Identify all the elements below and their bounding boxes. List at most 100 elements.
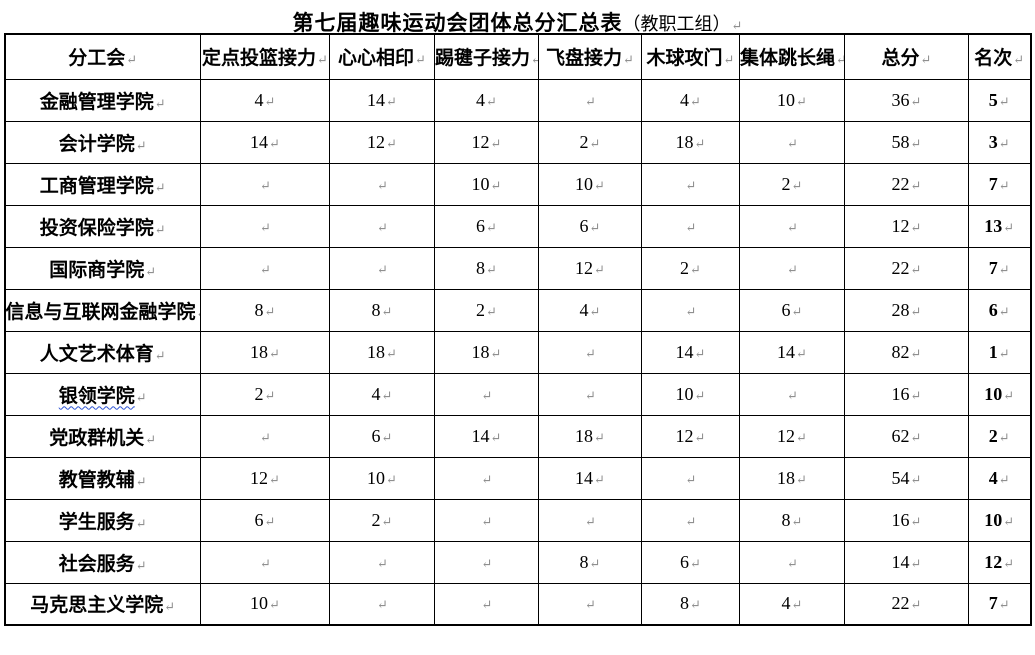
- cell-score-5[interactable]: ↵: [739, 540, 845, 584]
- cell-union-name[interactable]: 银领学院↵: [4, 372, 201, 416]
- cell-total-score[interactable]: 22↵: [844, 582, 969, 626]
- cell-score-3[interactable]: 2↵: [538, 120, 642, 164]
- cell-score-2[interactable]: 2↵: [434, 288, 539, 332]
- cell-score-2[interactable]: 4↵: [434, 78, 539, 122]
- cell-score-5[interactable]: 10↵: [739, 78, 845, 122]
- cell-score-2[interactable]: ↵: [434, 582, 539, 626]
- cell-score-2[interactable]: 8↵: [434, 246, 539, 290]
- column-header-3[interactable]: 踢毽子接力↵: [434, 33, 539, 80]
- cell-score-3[interactable]: ↵: [538, 498, 642, 542]
- cell-rank[interactable]: 2↵: [968, 414, 1031, 458]
- cell-rank[interactable]: 7↵: [968, 246, 1031, 290]
- cell-total-score[interactable]: 14↵: [844, 540, 969, 584]
- cell-score-1[interactable]: ↵: [329, 162, 435, 206]
- cell-score-4[interactable]: ↵: [641, 288, 740, 332]
- cell-rank[interactable]: 4↵: [968, 456, 1031, 500]
- cell-total-score[interactable]: 58↵: [844, 120, 969, 164]
- cell-union-name[interactable]: 国际商学院↵: [4, 246, 201, 290]
- cell-score-3[interactable]: ↵: [538, 330, 642, 374]
- column-header-5[interactable]: 木球攻门↵: [641, 33, 740, 80]
- cell-score-4[interactable]: ↵: [641, 456, 740, 500]
- cell-score-5[interactable]: 2↵: [739, 162, 845, 206]
- cell-score-5[interactable]: ↵: [739, 372, 845, 416]
- cell-score-2[interactable]: ↵: [434, 456, 539, 500]
- cell-score-2[interactable]: 6↵: [434, 204, 539, 248]
- cell-rank[interactable]: 10↵: [968, 498, 1031, 542]
- cell-score-2[interactable]: 12↵: [434, 120, 539, 164]
- cell-score-1[interactable]: ↵: [329, 540, 435, 584]
- column-header-8[interactable]: 名次↵: [968, 33, 1031, 80]
- cell-total-score[interactable]: 22↵: [844, 162, 969, 206]
- cell-score-0[interactable]: 12↵: [200, 456, 330, 500]
- cell-score-0[interactable]: ↵: [200, 246, 330, 290]
- cell-score-3[interactable]: 8↵: [538, 540, 642, 584]
- cell-score-3[interactable]: ↵: [538, 582, 642, 626]
- cell-union-name[interactable]: 党政群机关↵: [4, 414, 201, 458]
- cell-total-score[interactable]: 16↵: [844, 372, 969, 416]
- document-title[interactable]: 第七届趣味运动会团体总分汇总表（教职工组）↵: [0, 0, 1035, 35]
- cell-score-4[interactable]: 14↵: [641, 330, 740, 374]
- cell-score-5[interactable]: 14↵: [739, 330, 845, 374]
- cell-score-4[interactable]: 10↵: [641, 372, 740, 416]
- column-header-7[interactable]: 总分↵: [844, 33, 969, 80]
- cell-score-4[interactable]: 18↵: [641, 120, 740, 164]
- column-header-0[interactable]: 分工会↵: [4, 33, 201, 80]
- cell-score-0[interactable]: 6↵: [200, 498, 330, 542]
- cell-score-0[interactable]: 4↵: [200, 78, 330, 122]
- cell-score-0[interactable]: 18↵: [200, 330, 330, 374]
- cell-total-score[interactable]: 16↵: [844, 498, 969, 542]
- cell-score-2[interactable]: 14↵: [434, 414, 539, 458]
- cell-score-2[interactable]: ↵: [434, 372, 539, 416]
- cell-score-5[interactable]: 12↵: [739, 414, 845, 458]
- cell-score-3[interactable]: 4↵: [538, 288, 642, 332]
- cell-union-name[interactable]: 学生服务↵: [4, 498, 201, 542]
- cell-score-4[interactable]: ↵: [641, 498, 740, 542]
- cell-score-1[interactable]: 8↵: [329, 288, 435, 332]
- cell-score-5[interactable]: 6↵: [739, 288, 845, 332]
- cell-score-1[interactable]: 6↵: [329, 414, 435, 458]
- cell-score-3[interactable]: 18↵: [538, 414, 642, 458]
- cell-score-1[interactable]: ↵: [329, 582, 435, 626]
- cell-score-3[interactable]: 10↵: [538, 162, 642, 206]
- cell-score-5[interactable]: ↵: [739, 204, 845, 248]
- cell-score-5[interactable]: ↵: [739, 120, 845, 164]
- cell-score-0[interactable]: ↵: [200, 204, 330, 248]
- cell-score-0[interactable]: 14↵: [200, 120, 330, 164]
- cell-total-score[interactable]: 12↵: [844, 204, 969, 248]
- cell-score-2[interactable]: 10↵: [434, 162, 539, 206]
- cell-total-score[interactable]: 54↵: [844, 456, 969, 500]
- cell-score-5[interactable]: 4↵: [739, 582, 845, 626]
- cell-score-5[interactable]: ↵: [739, 246, 845, 290]
- cell-score-1[interactable]: 12↵: [329, 120, 435, 164]
- cell-union-name[interactable]: 马克思主义学院↵: [4, 582, 201, 626]
- cell-score-3[interactable]: ↵: [538, 78, 642, 122]
- cell-union-name[interactable]: 人文艺术体育↵: [4, 330, 201, 374]
- cell-score-4[interactable]: 8↵: [641, 582, 740, 626]
- cell-rank[interactable]: 7↵: [968, 162, 1031, 206]
- cell-score-0[interactable]: 10↵: [200, 582, 330, 626]
- cell-rank[interactable]: 3↵: [968, 120, 1031, 164]
- column-header-1[interactable]: 定点投篮接力↵: [200, 33, 330, 80]
- cell-rank[interactable]: 7↵: [968, 582, 1031, 626]
- cell-score-2[interactable]: ↵: [434, 498, 539, 542]
- cell-score-0[interactable]: ↵: [200, 414, 330, 458]
- cell-union-name[interactable]: 会计学院↵: [4, 120, 201, 164]
- cell-union-name[interactable]: 社会服务↵: [4, 540, 201, 584]
- cell-score-1[interactable]: 4↵: [329, 372, 435, 416]
- cell-score-4[interactable]: ↵: [641, 204, 740, 248]
- cell-score-3[interactable]: 14↵: [538, 456, 642, 500]
- cell-union-name[interactable]: 工商管理学院↵: [4, 162, 201, 206]
- cell-rank[interactable]: 6↵: [968, 288, 1031, 332]
- cell-score-0[interactable]: ↵: [200, 162, 330, 206]
- column-header-6[interactable]: 集体跳长绳↵: [739, 33, 845, 80]
- cell-total-score[interactable]: 36↵: [844, 78, 969, 122]
- cell-score-1[interactable]: 2↵: [329, 498, 435, 542]
- cell-score-1[interactable]: 14↵: [329, 78, 435, 122]
- cell-score-0[interactable]: 8↵: [200, 288, 330, 332]
- cell-rank[interactable]: 5↵: [968, 78, 1031, 122]
- column-header-2[interactable]: 心心相印↵: [329, 33, 435, 80]
- cell-total-score[interactable]: 28↵: [844, 288, 969, 332]
- cell-union-name[interactable]: 信息与互联网金融学院↵: [4, 288, 201, 332]
- cell-score-1[interactable]: 10↵: [329, 456, 435, 500]
- cell-rank[interactable]: 1↵: [968, 330, 1031, 374]
